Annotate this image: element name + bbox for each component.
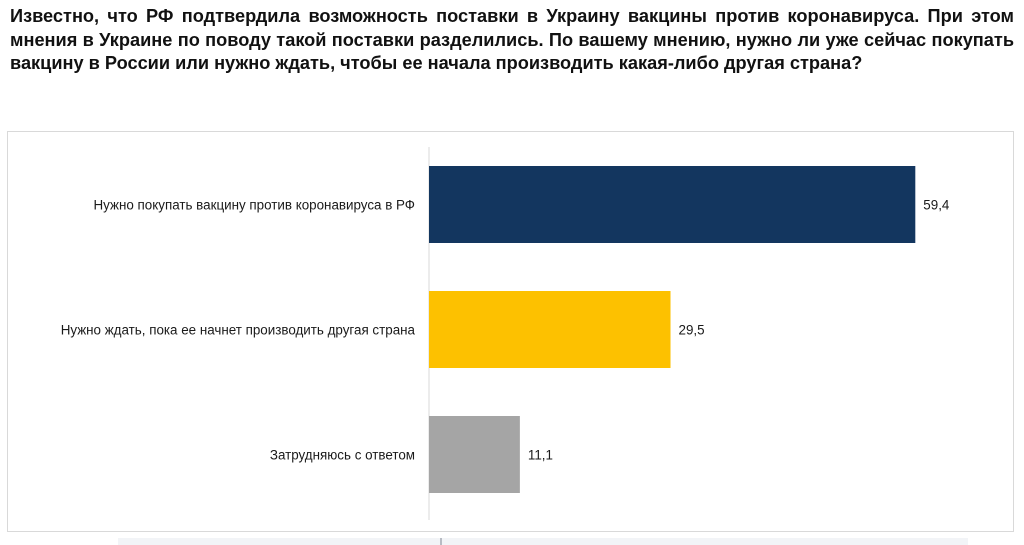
value-label-1: 59,4 xyxy=(923,198,950,213)
bar-1 xyxy=(429,166,916,243)
category-label-1: Нужно покупать вакцину против коронавиру… xyxy=(94,198,416,213)
chart-area: Нужно покупать вакцину против коронавиру… xyxy=(7,131,1014,532)
bottom-strip xyxy=(118,538,968,545)
value-label-2: 29,5 xyxy=(679,323,705,338)
bar-3 xyxy=(429,416,520,493)
category-label-2: Нужно ждать, пока ее начнет производить … xyxy=(61,323,416,338)
bar-chart: Нужно покупать вакцину против коронавиру… xyxy=(61,147,950,520)
category-label-3: Затрудняюсь с ответом xyxy=(270,448,415,463)
value-label-3: 11,1 xyxy=(528,448,553,463)
bars-layer: Нужно покупать вакцину против коронавиру… xyxy=(61,166,950,493)
bar-2 xyxy=(429,291,671,368)
bottom-mark xyxy=(440,538,442,545)
survey-question: Известно, что РФ подтвердила возможность… xyxy=(10,6,1014,73)
